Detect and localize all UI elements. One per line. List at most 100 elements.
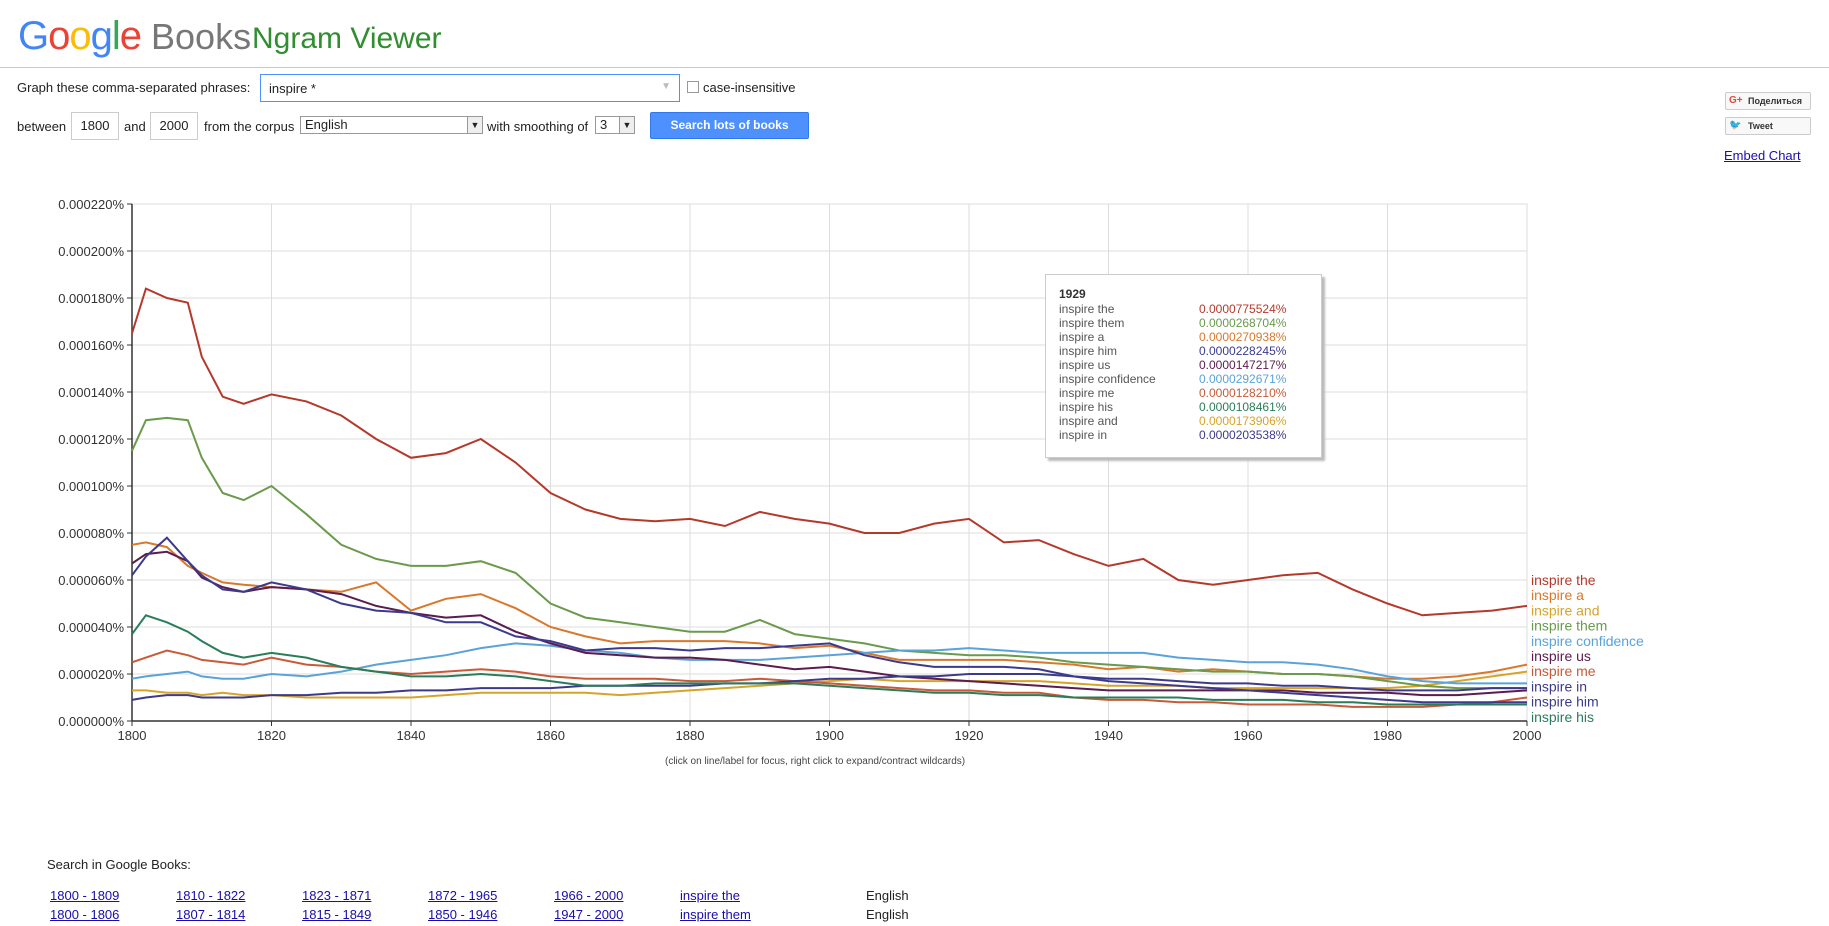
logo-letter: G	[18, 14, 49, 58]
chevron-down-icon[interactable]: ▼	[619, 117, 634, 133]
tooltip-year: 1929	[1059, 287, 1086, 301]
series-label[interactable]: inspire them	[1531, 618, 1607, 634]
series-line[interactable]	[131, 614, 1527, 706]
tooltip-row: inspire us 0.0000147217%	[1059, 358, 1309, 372]
x-tick-label: 1800	[118, 728, 147, 743]
tooltip-series-name: inspire and	[1059, 414, 1118, 428]
year-range-link[interactable]: 1850 - 1946	[428, 907, 498, 922]
google-plus-icon: G+	[1729, 95, 1743, 106]
y-tick-label: 0.000140%	[58, 385, 124, 400]
smoothing-label: with smoothing of	[487, 119, 589, 134]
phrases-label: Graph these comma-separated phrases:	[17, 80, 251, 95]
smoothing-select-value: 3	[600, 117, 608, 132]
y-tick-label: 0.000060%	[58, 573, 124, 588]
series-label[interactable]: inspire us	[1531, 648, 1591, 664]
series-label[interactable]: inspire him	[1531, 694, 1599, 710]
tooltip-series-name: inspire confidence	[1059, 372, 1156, 386]
tooltip-row: inspire his 0.0000108461%	[1059, 400, 1309, 414]
chevron-down-icon[interactable]: ▼	[661, 81, 671, 92]
y-tick-label: 0.000000%	[58, 714, 124, 729]
tooltip-series-value: 0.0000173906%	[1199, 414, 1287, 428]
tooltip-row: inspire me 0.0000128210%	[1059, 386, 1309, 400]
series-label[interactable]: inspire the	[1531, 572, 1596, 588]
year-range-link[interactable]: 1947 - 2000	[554, 907, 624, 922]
series-line[interactable]	[131, 673, 1527, 701]
year-range-link[interactable]: 1800 - 1806	[50, 907, 120, 922]
y-tick-label: 0.000100%	[58, 479, 124, 494]
year-range-link[interactable]: 1815 - 1849	[302, 907, 372, 922]
tooltip-row: inspire and 0.0000173906%	[1059, 414, 1309, 428]
corpus-select-value: English	[305, 117, 348, 132]
search-button[interactable]: Search lots of books	[650, 112, 809, 139]
tooltip-row: inspire a 0.0000270938%	[1059, 330, 1309, 344]
tooltip-series-name: inspire him	[1059, 344, 1118, 358]
chart-hint: (click on line/label for focus, right cl…	[665, 756, 966, 767]
google-books-logo[interactable]: Google Books	[18, 14, 251, 59]
corpus-select[interactable]: English ▼	[300, 116, 483, 134]
tooltip-series-value: 0.0000775524%	[1199, 302, 1287, 316]
x-tick-label: 1960	[1234, 728, 1263, 743]
series-label[interactable]: inspire a	[1531, 587, 1584, 603]
x-tick-label: 1880	[676, 728, 705, 743]
tooltip-series-name: inspire in	[1059, 428, 1108, 442]
series-line[interactable]	[131, 550, 1528, 697]
tooltip-row: inspire them 0.0000268704%	[1059, 316, 1309, 330]
tooltip-series-value: 0.0000203538%	[1199, 428, 1287, 442]
series-line[interactable]	[131, 536, 1527, 704]
year-range-link[interactable]: 1966 - 2000	[554, 888, 624, 903]
x-tick-label: 1840	[397, 728, 426, 743]
y-tick-label: 0.000160%	[58, 338, 124, 353]
tooltip-series-name: inspire us	[1059, 358, 1111, 372]
series-label[interactable]: inspire his	[1531, 709, 1594, 725]
y-tick-label: 0.000120%	[58, 432, 124, 447]
series-label[interactable]: inspire and	[1531, 602, 1600, 618]
x-tick-label: 2000	[1513, 728, 1542, 743]
series-line[interactable]	[131, 287, 1528, 617]
series-label[interactable]: inspire me	[1531, 663, 1596, 679]
series-label[interactable]: inspire in	[1531, 678, 1587, 694]
year-range-link[interactable]: 1807 - 1814	[176, 907, 246, 922]
y-tick-label: 0.000180%	[58, 291, 124, 306]
end-year-input[interactable]: 2000	[150, 112, 198, 140]
between-label: between	[17, 119, 67, 134]
ngram-chart[interactable]: 0.000000% 0.000020% 0.000040% 0.000060% 0.00…	[0, 190, 1829, 755]
gplus-share-button[interactable]: G+ Поделиться	[1725, 92, 1811, 110]
series-line[interactable]	[131, 642, 1527, 685]
tooltip-series-name: inspire them	[1059, 316, 1125, 330]
series-line[interactable]	[131, 416, 1527, 690]
tooltip-series-value: 0.0000108461%	[1199, 400, 1287, 414]
case-insensitive-checkbox[interactable]	[687, 81, 699, 93]
start-year-input[interactable]: 1800	[71, 112, 119, 140]
x-tick-label: 1900	[815, 728, 844, 743]
x-tick-label: 1920	[955, 728, 984, 743]
corpus-label: from the corpus	[204, 119, 295, 134]
search-in-label: Search in Google Books:	[47, 857, 191, 872]
tooltip-series-name: inspire his	[1059, 400, 1114, 414]
tooltip-series-value: 0.0000147217%	[1199, 358, 1287, 372]
year-range-link[interactable]: 1800 - 1809	[50, 888, 120, 903]
tooltip-row: inspire him 0.0000228245%	[1059, 344, 1309, 358]
x-tick-label: 1940	[1094, 728, 1123, 743]
phrases-input[interactable]: inspire * ▼	[260, 74, 680, 102]
phrase-link[interactable]: inspire the	[680, 888, 740, 903]
and-label: and	[124, 119, 146, 134]
logo-letter: l	[111, 14, 121, 58]
year-range-link[interactable]: 1810 - 1822	[176, 888, 246, 903]
year-range-link[interactable]: 1872 - 1965	[428, 888, 498, 903]
embed-chart-link[interactable]: Embed Chart	[1724, 148, 1801, 163]
tooltip-row: inspire in 0.0000203538%	[1059, 428, 1309, 442]
case-insensitive-label[interactable]: case-insensitive	[703, 80, 796, 95]
logo-books-text: Books	[151, 16, 252, 57]
smoothing-select[interactable]: 3 ▼	[595, 116, 635, 134]
year-range-link[interactable]: 1823 - 1871	[302, 888, 372, 903]
tooltip-series-value: 0.0000128210%	[1199, 386, 1287, 400]
phrase-link[interactable]: inspire them	[680, 907, 751, 922]
tweet-button[interactable]: 🐦 Tweet	[1725, 117, 1811, 135]
gplus-share-label: Поделиться	[1748, 96, 1803, 106]
chevron-down-icon[interactable]: ▼	[467, 117, 482, 133]
series-line[interactable]	[131, 649, 1528, 708]
chart-tooltip: 1929 inspire the 0.0000775524% inspire the…	[1045, 274, 1322, 458]
series-label[interactable]: inspire confidence	[1531, 633, 1644, 649]
x-tick-label: 1820	[257, 728, 286, 743]
y-tick-label: 0.000200%	[58, 244, 124, 259]
